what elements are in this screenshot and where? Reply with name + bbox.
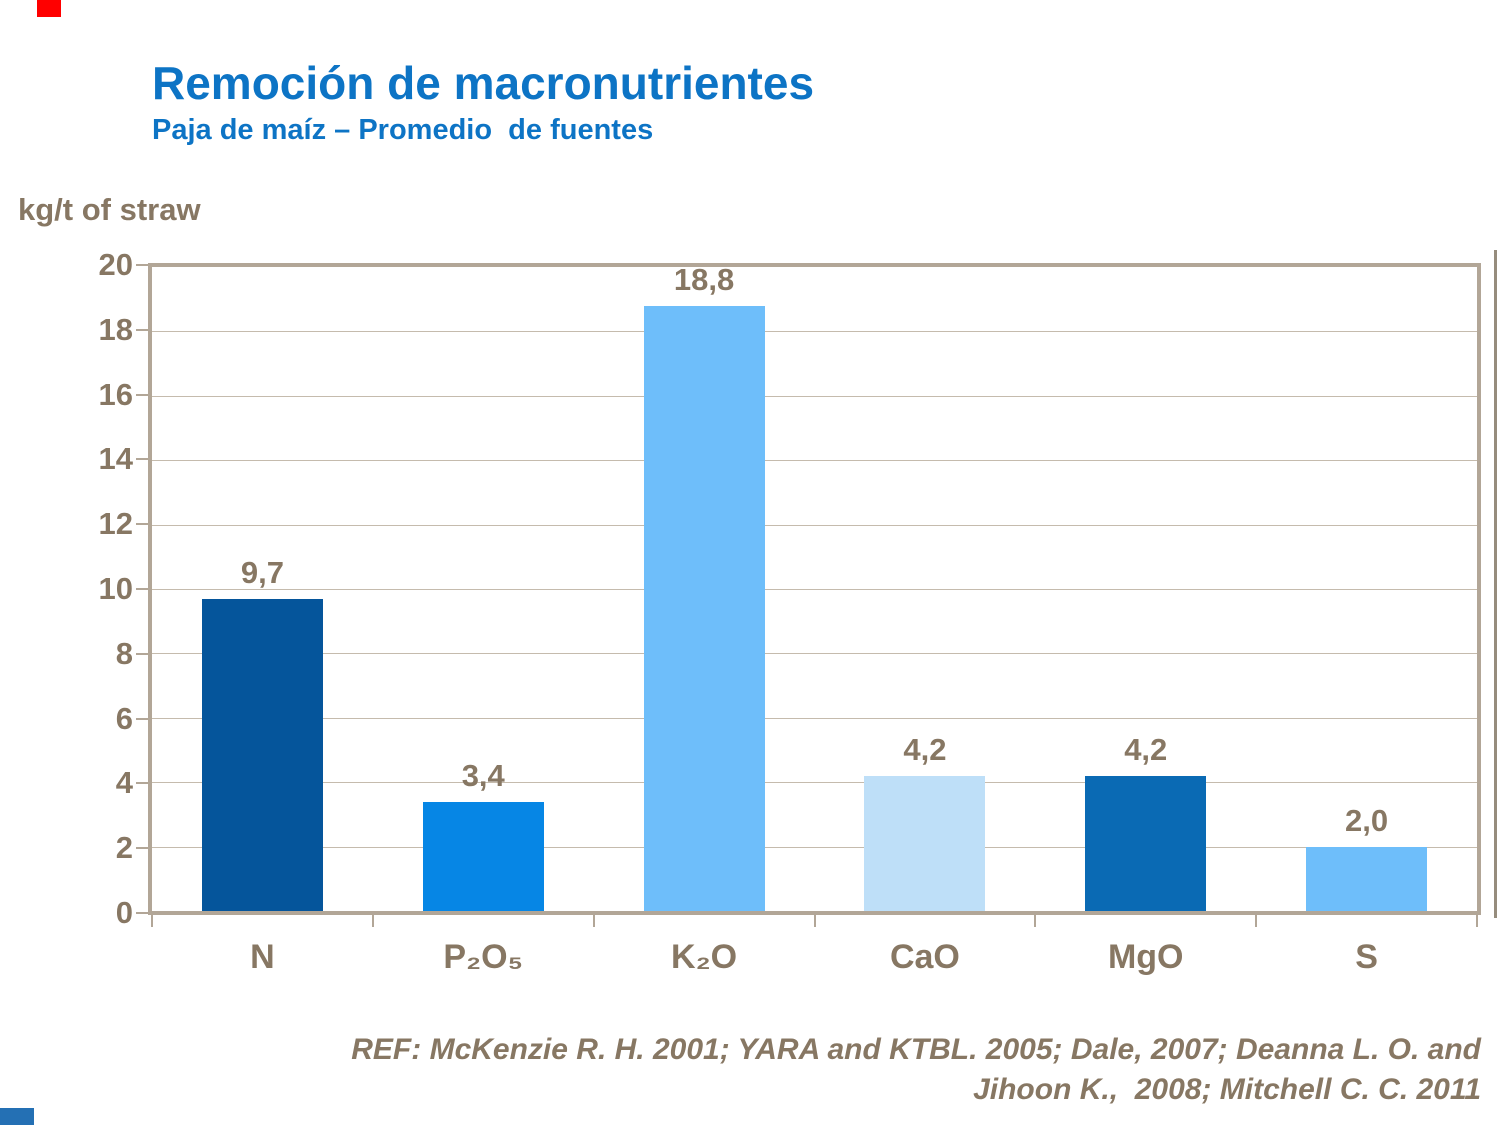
gridline [152, 524, 1477, 526]
blue-corner-mark [0, 1108, 34, 1125]
gridline [152, 331, 1477, 333]
bar-value-label: 2,0 [1345, 802, 1389, 838]
category-label-MgO: MgO [1107, 938, 1184, 976]
x-tick [1476, 915, 1478, 927]
y-tick-label: 10 [98, 571, 133, 606]
gridline [152, 782, 1477, 784]
category-label-K₂O: K₂O [671, 938, 738, 976]
category-label-P₂O₅: P₂O₅ [443, 938, 524, 976]
reference-line-1: REF: McKenzie R. H. 2001; YARA and KTBL.… [351, 1033, 1481, 1066]
y-axis-title: kg/t of straw [18, 192, 201, 227]
y-tick-label: 18 [98, 311, 133, 347]
bar-CaO [864, 775, 986, 911]
plot-right-shadow [1494, 250, 1497, 918]
y-tick [136, 912, 148, 914]
bar-value-label: 9,7 [240, 554, 284, 590]
y-tick-label: 4 [115, 765, 133, 801]
y-tick-label: 20 [98, 247, 133, 282]
y-tick-label: 0 [115, 895, 133, 930]
gridline [152, 653, 1477, 655]
bar-MgO [1085, 775, 1207, 911]
y-tick [136, 264, 148, 266]
y-tick [136, 523, 148, 526]
x-tick [1034, 915, 1037, 927]
reference-text: REF: McKenzie R. H. 2001; YARA and KTBL.… [161, 1030, 1481, 1110]
y-tick-label: 6 [115, 700, 133, 736]
x-tick [592, 915, 595, 927]
gridline [152, 589, 1477, 590]
bar-value-label: 4,2 [903, 731, 947, 767]
y-tick [136, 588, 148, 590]
bar-value-label: 3,4 [461, 757, 505, 793]
y-tick-label: 14 [98, 441, 133, 477]
gridline [152, 395, 1477, 397]
reference-line-2: Jihoon K., 2008; Mitchell C. C. 2011 [973, 1073, 1481, 1106]
page-title: Remoción de macronutrientes [152, 57, 815, 109]
gridline [152, 846, 1477, 848]
category-label-S: S [1355, 938, 1378, 976]
bar-value-label: 18,8 [673, 261, 735, 297]
red-corner-mark [37, 0, 61, 17]
y-tick [136, 393, 148, 396]
plot-area: 9,7 3,4 18,8 4,2 4,2 2,0 [148, 261, 1481, 915]
category-label-CaO: CaO [889, 938, 960, 976]
category-label-N: N [250, 938, 275, 976]
y-tick [136, 782, 148, 785]
y-tick-label: 16 [98, 376, 133, 412]
bar-K₂O [643, 305, 765, 911]
y-tick-label: 8 [115, 635, 133, 671]
x-tick [813, 915, 816, 927]
y-tick [136, 652, 148, 655]
x-tick [151, 915, 153, 927]
bar-P₂O₅ [422, 801, 544, 911]
y-tick [136, 328, 148, 331]
y-axis-tick-labels: 20 18 16 14 12 10 8 6 4 2 0 [0, 247, 133, 930]
y-tick-label: 2 [115, 830, 133, 866]
bar-value-label: 4,2 [1124, 731, 1168, 767]
y-tick [136, 717, 148, 720]
x-tick [371, 915, 374, 927]
x-tick [1255, 915, 1258, 927]
gridline [152, 460, 1477, 462]
y-tick [136, 847, 148, 850]
gridline [152, 717, 1477, 719]
bar-N [201, 598, 323, 911]
y-tick-label: 12 [98, 506, 133, 542]
bar-S [1306, 846, 1428, 911]
page-subtitle: Paja de maíz – Promedio de fuentes [152, 114, 654, 146]
y-tick [136, 458, 148, 461]
